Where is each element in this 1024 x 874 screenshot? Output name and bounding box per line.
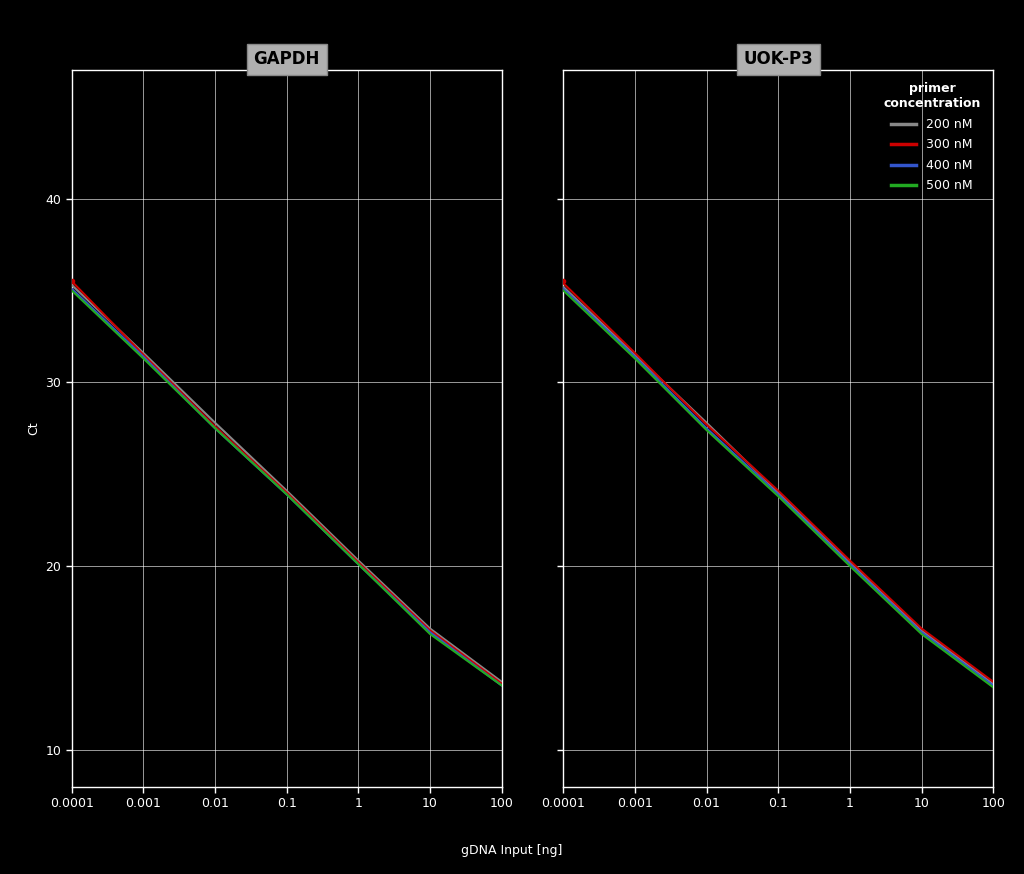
Legend: 200 nM, 300 nM, 400 nM, 500 nM: 200 nM, 300 nM, 400 nM, 500 nM [878,76,987,198]
Y-axis label: Ct: Ct [27,421,40,435]
Title: UOK-P3: UOK-P3 [743,51,813,68]
Title: GAPDH: GAPDH [254,51,319,68]
Text: gDNA Input [ng]: gDNA Input [ng] [462,843,562,857]
